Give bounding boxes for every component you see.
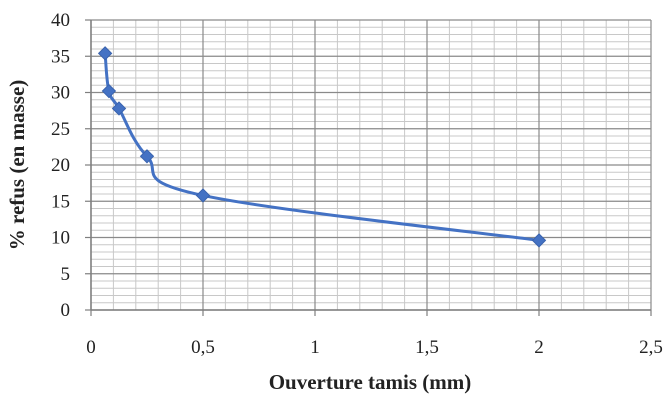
series-line — [103, 53, 540, 242]
axes — [85, 19, 652, 316]
y-tick-label: 10 — [51, 228, 70, 249]
y-tick-label: 5 — [61, 264, 71, 285]
x-tick-label: 1 — [310, 337, 320, 358]
y-tick-label: 0 — [61, 300, 71, 321]
x-tick-label: 1,5 — [415, 337, 439, 358]
data-series — [97, 46, 547, 248]
y-tick-label: 15 — [51, 191, 70, 212]
x-tick-label: 2,5 — [639, 337, 663, 358]
y-tick-label: 35 — [51, 46, 70, 67]
data-point-marker — [101, 83, 117, 99]
data-point-marker — [111, 101, 127, 116]
x-axis-title: Ouverture tamis (mm) — [269, 370, 472, 394]
major-gridlines — [90, 19, 652, 311]
x-tick-label: 2 — [534, 337, 544, 358]
data-point-marker — [97, 46, 113, 61]
y-tick-label: 25 — [51, 119, 70, 140]
x-tick-label: 0,5 — [191, 337, 215, 358]
data-point-marker — [531, 233, 547, 248]
y-tick-label: 40 — [51, 10, 70, 31]
y-tick-labels: 0 5 10 15 20 25 30 35 40 — [51, 10, 70, 321]
y-axis-title: % refus (en masse) — [5, 80, 29, 251]
data-point-marker — [139, 149, 155, 164]
y-tick-label: 30 — [51, 83, 70, 104]
y-tick-label: 20 — [51, 155, 70, 176]
data-point-marker — [195, 188, 211, 203]
x-tick-labels: 0 0,5 1 1,5 2 2,5 — [86, 337, 663, 358]
x-tick-label: 0 — [86, 337, 96, 358]
